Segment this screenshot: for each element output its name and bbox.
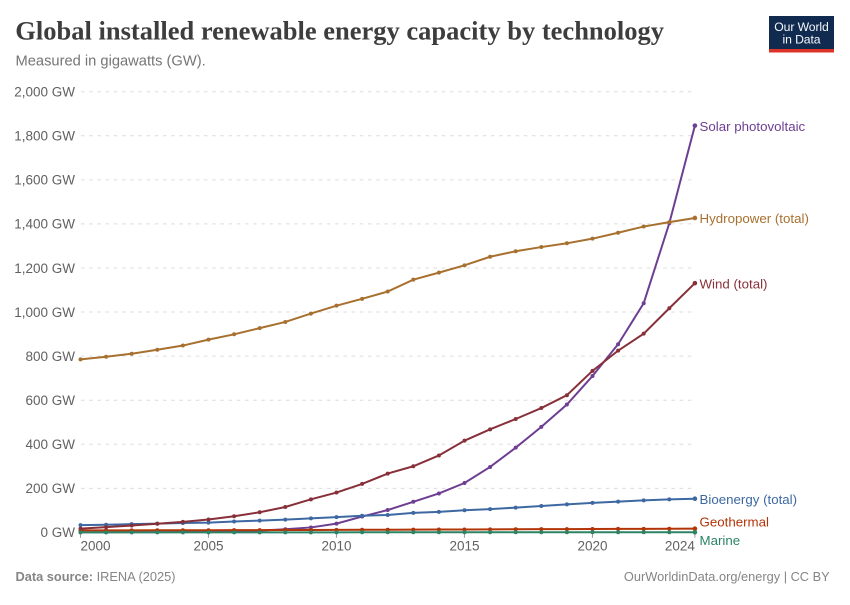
- svg-text:200 GW: 200 GW: [25, 481, 75, 496]
- svg-text:1,800 GW: 1,800 GW: [14, 129, 75, 144]
- svg-text:Geothermal: Geothermal: [700, 514, 770, 529]
- svg-text:Measured in gigawatts (GW).: Measured in gigawatts (GW).: [16, 53, 206, 69]
- svg-text:Data source: IRENA (2025): Data source: IRENA (2025): [16, 569, 176, 584]
- svg-text:Global installed renewable ene: Global installed renewable energy capaci…: [15, 15, 664, 45]
- svg-text:800 GW: 800 GW: [25, 349, 75, 364]
- svg-text:Hydropower (total): Hydropower (total): [700, 211, 809, 226]
- svg-text:2,000 GW: 2,000 GW: [14, 85, 75, 100]
- svg-text:Solar photovoltaic: Solar photovoltaic: [700, 119, 806, 134]
- svg-text:in Data: in Data: [783, 33, 821, 47]
- svg-text:1,000 GW: 1,000 GW: [14, 305, 75, 320]
- svg-text:Wind (total): Wind (total): [700, 276, 768, 291]
- svg-text:Marine: Marine: [700, 533, 741, 548]
- svg-text:2020: 2020: [577, 539, 607, 554]
- svg-text:Bioenergy (total): Bioenergy (total): [700, 492, 798, 507]
- svg-text:OurWorldinData.org/energy | CC: OurWorldinData.org/energy | CC BY: [624, 569, 830, 584]
- svg-text:1,600 GW: 1,600 GW: [14, 173, 75, 188]
- svg-text:2024: 2024: [665, 539, 696, 554]
- svg-text:2015: 2015: [449, 539, 479, 554]
- svg-text:0 GW: 0 GW: [40, 525, 75, 540]
- svg-text:2005: 2005: [193, 539, 223, 554]
- svg-text:600 GW: 600 GW: [25, 393, 75, 408]
- svg-text:2000: 2000: [81, 539, 111, 554]
- svg-text:1,200 GW: 1,200 GW: [14, 261, 75, 276]
- svg-text:Our World: Our World: [774, 20, 828, 34]
- svg-text:400 GW: 400 GW: [25, 437, 75, 452]
- svg-text:2010: 2010: [321, 539, 351, 554]
- svg-text:1,400 GW: 1,400 GW: [14, 217, 75, 232]
